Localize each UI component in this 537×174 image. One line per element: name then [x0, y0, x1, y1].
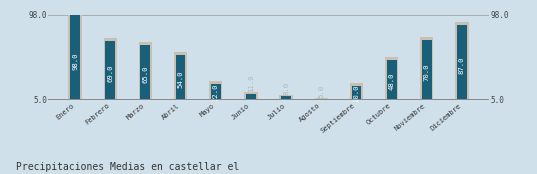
Bar — [422, 40, 432, 99]
Bar — [387, 60, 396, 99]
Bar — [455, 22, 469, 99]
Bar — [211, 84, 221, 99]
Text: 54.0: 54.0 — [178, 70, 184, 88]
Bar — [352, 86, 361, 99]
Text: 69.0: 69.0 — [107, 64, 113, 82]
Bar — [385, 57, 398, 99]
Bar — [420, 37, 433, 99]
Bar — [281, 96, 291, 99]
Bar — [279, 96, 293, 99]
Text: 8.0: 8.0 — [283, 82, 289, 95]
Text: 48.0: 48.0 — [389, 73, 395, 90]
Bar — [141, 45, 150, 99]
Bar — [209, 81, 222, 99]
Text: 20.0: 20.0 — [353, 84, 359, 102]
Text: 5.0: 5.0 — [318, 85, 324, 98]
Text: Precipitaciones Medias en castellar el: Precipitaciones Medias en castellar el — [16, 162, 240, 172]
Bar — [105, 41, 115, 99]
Bar — [244, 92, 258, 99]
Bar — [176, 55, 185, 99]
Bar — [315, 98, 328, 99]
Bar — [70, 15, 80, 99]
Text: 87.0: 87.0 — [459, 57, 465, 74]
Text: 22.0: 22.0 — [213, 83, 219, 101]
Text: 65.0: 65.0 — [142, 66, 148, 83]
Bar — [104, 38, 117, 99]
Text: 98.0: 98.0 — [72, 53, 78, 70]
Bar — [174, 52, 187, 99]
Bar — [139, 42, 152, 99]
Bar — [246, 94, 256, 99]
Text: 70.0: 70.0 — [424, 64, 430, 81]
Bar — [68, 15, 82, 99]
Text: 11.0: 11.0 — [248, 75, 254, 92]
Bar — [350, 83, 363, 99]
Bar — [457, 25, 467, 99]
